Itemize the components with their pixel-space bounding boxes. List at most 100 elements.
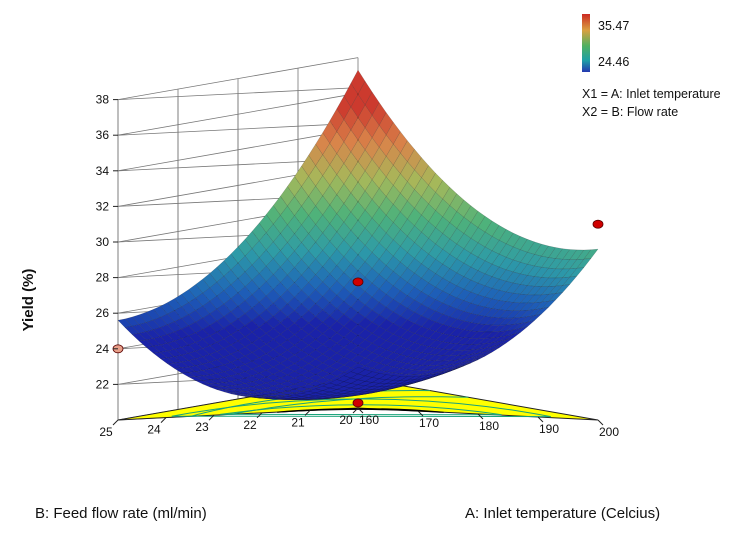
surface-patch bbox=[435, 249, 451, 265]
surface-patch bbox=[187, 371, 204, 377]
surface-patch bbox=[223, 389, 239, 393]
surface-patch bbox=[407, 311, 422, 324]
surface-patch bbox=[449, 193, 465, 212]
surface-patch bbox=[223, 369, 239, 377]
surface-patch bbox=[195, 356, 211, 365]
surface-patch bbox=[329, 153, 345, 175]
surface-patch bbox=[548, 285, 564, 295]
surface-patch bbox=[378, 306, 394, 320]
surface-patch bbox=[364, 268, 380, 284]
surface-patch bbox=[393, 290, 408, 305]
surface-patch bbox=[393, 211, 408, 230]
surface-patch bbox=[378, 357, 394, 366]
surface-patch bbox=[505, 271, 521, 284]
surface-patch bbox=[195, 278, 211, 294]
surface-patch bbox=[421, 268, 436, 284]
z-tick-label: 22 bbox=[96, 377, 110, 391]
surface-patch bbox=[308, 205, 323, 225]
surface-patch bbox=[372, 382, 387, 387]
surface-patch bbox=[258, 295, 274, 310]
surface-patch bbox=[322, 120, 338, 144]
surface-patch bbox=[414, 157, 429, 179]
surface-patch bbox=[406, 350, 422, 359]
x-tick bbox=[477, 413, 484, 420]
surface-patch bbox=[385, 285, 401, 300]
surface-patch bbox=[357, 304, 373, 318]
surface-patch bbox=[357, 149, 373, 172]
design-point bbox=[352, 398, 364, 408]
surface-patch bbox=[371, 225, 387, 244]
surface-patch bbox=[364, 321, 380, 334]
surface-patch bbox=[258, 232, 274, 251]
y-tick-label: 20 bbox=[339, 413, 353, 427]
x-tick-label: 170 bbox=[419, 416, 439, 430]
surface-patch bbox=[181, 289, 196, 303]
surface-patch bbox=[399, 348, 415, 357]
surface-patch bbox=[378, 232, 394, 250]
surface-patch bbox=[463, 302, 479, 314]
surface-patch bbox=[336, 386, 352, 391]
surface-patch bbox=[385, 239, 401, 257]
surface-patch bbox=[407, 272, 422, 288]
surface-patch bbox=[364, 371, 380, 378]
surface-patch bbox=[548, 258, 564, 270]
z-tick-label: 28 bbox=[96, 271, 110, 285]
surface-patch bbox=[357, 339, 373, 350]
surface-patch bbox=[371, 188, 387, 208]
surface-patch bbox=[252, 397, 267, 399]
surface-patch bbox=[315, 214, 331, 234]
legend-background bbox=[577, 0, 730, 122]
z-tick-label: 26 bbox=[96, 306, 110, 320]
surface-patch bbox=[251, 273, 267, 289]
surface-patch bbox=[336, 272, 352, 288]
surface-patch bbox=[258, 343, 274, 354]
surface-patch bbox=[201, 379, 218, 385]
surface-patch bbox=[251, 365, 267, 374]
surface-patch bbox=[322, 327, 338, 339]
surface-patch bbox=[407, 207, 422, 227]
surface-patch bbox=[463, 252, 479, 268]
response-surface bbox=[117, 69, 599, 401]
surface-patch bbox=[498, 243, 514, 258]
surface-patch bbox=[484, 341, 500, 349]
surface-patch bbox=[280, 242, 295, 260]
surface-patch bbox=[251, 326, 267, 339]
surface-patch bbox=[216, 260, 232, 277]
surface-patch bbox=[209, 359, 225, 368]
surface-patch bbox=[322, 366, 338, 374]
surface-patch bbox=[202, 300, 218, 315]
surface-patch bbox=[216, 290, 232, 305]
surface-patch bbox=[463, 344, 479, 351]
surface-patch bbox=[385, 204, 401, 223]
surface-patch bbox=[308, 339, 324, 351]
y-axis: 20 21 22 23 24 25 bbox=[99, 407, 359, 439]
surface-patch bbox=[393, 246, 408, 263]
surface-patch bbox=[435, 277, 451, 292]
surface-patch bbox=[223, 334, 239, 346]
y-tick bbox=[208, 414, 215, 421]
surface-patch bbox=[540, 299, 557, 309]
surface-patch bbox=[435, 180, 451, 200]
surface-patch bbox=[350, 366, 366, 375]
surface-patch bbox=[280, 316, 295, 330]
surface-patch bbox=[181, 360, 197, 368]
surface-patch bbox=[286, 363, 302, 372]
surface-patch bbox=[498, 291, 514, 302]
surface-patch bbox=[322, 382, 338, 389]
legend-colorbar bbox=[582, 14, 590, 72]
surface-patch bbox=[280, 398, 295, 400]
z-tick-label: 36 bbox=[96, 128, 110, 142]
y-tick-label: 25 bbox=[99, 425, 113, 439]
legend: 35.47 24.46 X1 = A: Inlet temperature X2… bbox=[577, 0, 730, 122]
surface-patch bbox=[329, 231, 345, 250]
surface-patch bbox=[301, 250, 316, 268]
surface-patch bbox=[286, 383, 303, 390]
surface-patch bbox=[477, 316, 493, 325]
surface-patch bbox=[385, 222, 401, 241]
x-axis: 160 170 180 190 200 bbox=[357, 407, 619, 439]
surface-patch bbox=[336, 119, 352, 143]
surface-patch bbox=[442, 268, 458, 283]
surface-patch bbox=[442, 186, 458, 206]
surface-patch bbox=[322, 391, 337, 396]
surface-patch bbox=[378, 330, 394, 341]
